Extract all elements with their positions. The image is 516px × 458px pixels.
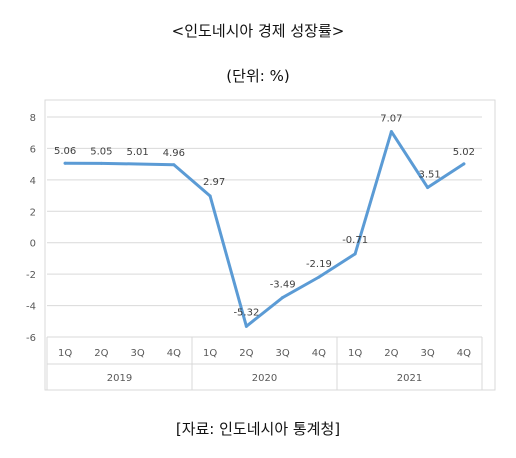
data-point (281, 296, 285, 300)
chart-title: <인도네시아 경제 성장률> (171, 22, 345, 40)
data-point (426, 186, 430, 190)
data-label: 4.96 (163, 148, 185, 159)
data-label: 5.06 (54, 146, 76, 157)
x-tick-label: 2Q (94, 348, 108, 359)
y-tick-label: 4 (30, 176, 36, 187)
y-tick-label: -2 (26, 270, 36, 281)
data-point (244, 324, 248, 328)
x-group-label: 2021 (397, 373, 422, 384)
data-label: 3.51 (418, 170, 440, 181)
chart-subtitle: (단위: %) (226, 67, 290, 85)
data-point (172, 163, 176, 167)
data-point (353, 252, 357, 256)
x-tick-label: 2Q (384, 348, 398, 359)
y-tick-label: 0 (30, 239, 36, 250)
x-tick-label: 1Q (58, 348, 72, 359)
x-tick-label: 4Q (312, 348, 326, 359)
x-tick-label: 3Q (276, 348, 290, 359)
y-tick-label: 8 (30, 113, 36, 124)
data-label: -2.19 (306, 259, 332, 270)
data-label: 5.02 (453, 147, 475, 158)
y-tick-label: -6 (26, 333, 36, 344)
x-tick-label: 3Q (421, 348, 435, 359)
data-label: -5.32 (233, 307, 259, 318)
y-tick-label: 6 (30, 144, 36, 155)
chart-frame (44, 99, 496, 391)
data-point (136, 162, 140, 166)
data-point (208, 194, 212, 198)
data-label: -3.49 (270, 280, 296, 291)
data-label: -0.71 (342, 235, 368, 246)
data-label: 2.97 (203, 177, 225, 188)
data-point (317, 275, 321, 279)
data-label: 7.07 (380, 114, 402, 125)
data-point (99, 161, 103, 165)
x-group-label: 2020 (252, 373, 277, 384)
data-label: 5.05 (90, 146, 112, 157)
y-tick-label: -4 (26, 302, 36, 313)
data-point (63, 161, 67, 165)
y-tick-label: 2 (30, 207, 36, 218)
data-point (389, 130, 393, 134)
x-tick-label: 1Q (348, 348, 362, 359)
chart-source: [자료: 인도네시아 통계청] (175, 420, 341, 438)
x-tick-label: 2Q (239, 348, 253, 359)
x-tick-label: 1Q (203, 348, 217, 359)
x-tick-label: 4Q (457, 348, 471, 359)
data-point (462, 162, 466, 166)
data-label: 5.01 (126, 147, 148, 158)
x-tick-label: 3Q (131, 348, 145, 359)
x-tick-label: 4Q (167, 348, 181, 359)
x-group-label: 2019 (107, 373, 132, 384)
series-line (63, 130, 466, 328)
